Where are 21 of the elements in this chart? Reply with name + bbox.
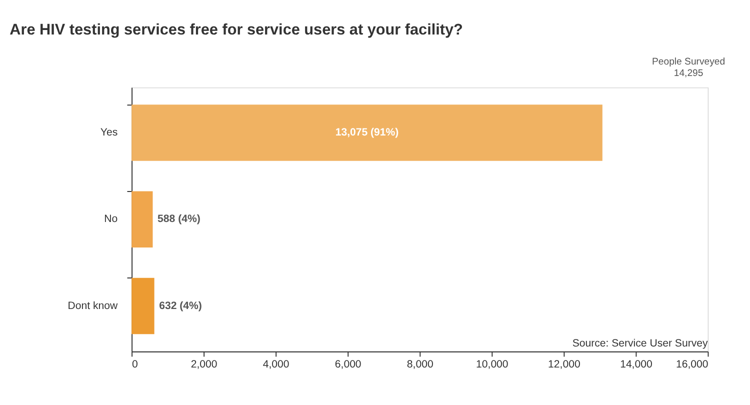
x-tick-label: 14,000	[620, 358, 652, 370]
x-tick-label: 16,000	[676, 358, 708, 370]
chart-title: Are HIV testing services free for service users at your facility?	[10, 22, 463, 39]
x-tick-label: 8,000	[406, 358, 434, 370]
data-label: 632 (4%)	[159, 300, 202, 312]
text: People Surveyed 14,295	[652, 56, 726, 79]
annotation: Source: Service User Survey	[572, 338, 708, 350]
y-tick-label: Yes	[100, 126, 118, 139]
x-tick-label: 2,000	[190, 358, 218, 370]
bar	[132, 191, 153, 248]
x-tick-label: 6,000	[334, 358, 362, 370]
data-label: 588 (4%)	[158, 213, 200, 226]
y-tick-label: Dont know	[68, 300, 118, 312]
bar	[132, 104, 602, 161]
y-tick-label: No	[104, 213, 118, 226]
bar	[132, 278, 154, 334]
x-tick-label: 12,000	[548, 358, 580, 370]
x-tick-label: 0	[132, 358, 138, 370]
x-tick-label: 10,000	[476, 358, 508, 370]
data-label: 13,075 (91%)	[335, 126, 399, 139]
x-tick-label: 4,000	[262, 358, 290, 370]
